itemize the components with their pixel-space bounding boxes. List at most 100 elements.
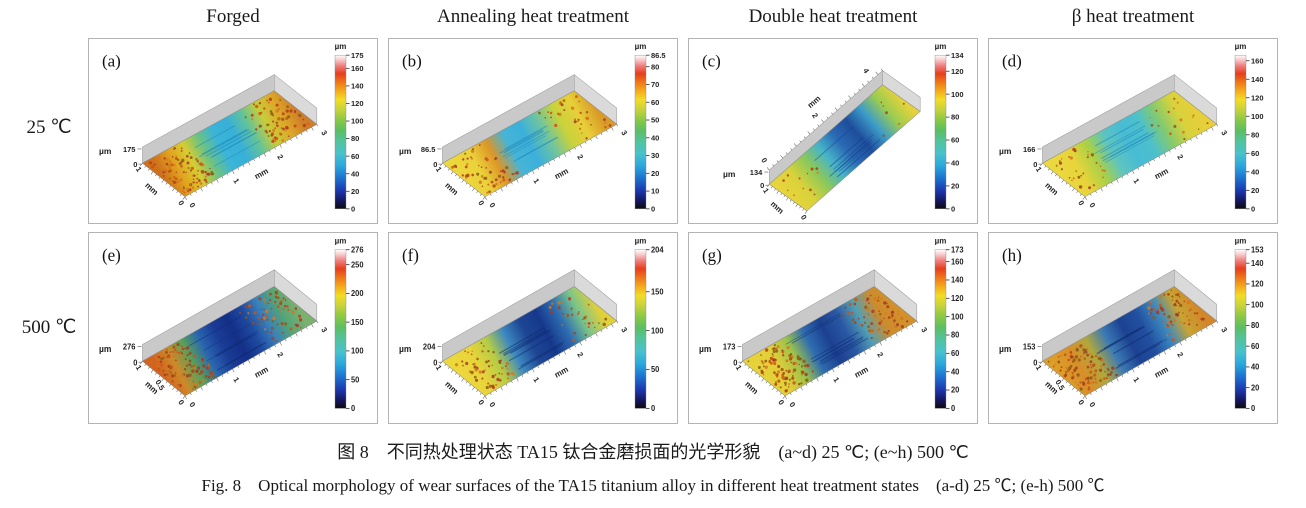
- colorbar-unit: µm: [935, 236, 947, 245]
- x-tick-label: 3: [919, 326, 929, 335]
- colorbar-tick-label: 140: [1251, 259, 1264, 268]
- column-header-beta: β heat treatment: [1071, 6, 1195, 27]
- colorbar-tick-label: 10: [651, 187, 659, 196]
- colorbar-tick-label: 0: [651, 404, 655, 413]
- y-axis-unit: mm: [443, 181, 460, 197]
- z-max-label: 204: [423, 343, 436, 352]
- z-min-label: 0: [433, 160, 437, 169]
- colorbar-tick-label: 20: [1251, 383, 1259, 392]
- colorbar-tick-label: 100: [651, 326, 664, 335]
- x-tick-label: 1: [531, 375, 541, 384]
- panel-g: 0 1 2 3 mm 0 1 mm µm 173 0 µm 173 160 140 120 100 80 60 40 2…: [688, 232, 978, 424]
- x-axis-unit: mm: [253, 365, 270, 380]
- colorbar-tick-label: 200: [351, 289, 364, 298]
- colorbar-tick-label: 0: [1251, 204, 1255, 213]
- colorbar: µm 134 120 100 80 60 40 20 0: [935, 42, 965, 213]
- z-min-label: 0: [1033, 358, 1037, 367]
- y-axis-unit: mm: [1043, 181, 1060, 197]
- x-tick-label: 0: [487, 201, 497, 209]
- y-tick-label: 1: [1034, 165, 1044, 173]
- wear-surface: [768, 84, 921, 212]
- x-tick-label: 3: [619, 129, 629, 137]
- colorbar-tick-label: 80: [951, 113, 959, 122]
- colorbar-tick-label: 60: [951, 349, 959, 358]
- colorbar-unit: µm: [935, 42, 947, 51]
- z-min-label: 0: [733, 358, 737, 367]
- panel-a: 0 1 2 3 mm 0 1 mm µm 175 0 µm 175 160 140 120 100 80 60 40 2…: [88, 38, 378, 224]
- y-tick-label: 1: [434, 363, 444, 372]
- surface-3d: [141, 90, 318, 198]
- colorbar-tick-label: 60: [351, 152, 359, 161]
- y-tick-label: 0: [1076, 398, 1086, 407]
- caption-english: Fig. 8 Optical morphology of wear surfac…: [201, 476, 1105, 495]
- colorbar-tick-label: 0: [351, 204, 355, 213]
- colorbar-unit: µm: [335, 42, 347, 51]
- colorbar-tick-label: 100: [351, 346, 364, 355]
- colorbar-tick-label: 50: [651, 365, 659, 374]
- x-tick-label: 3: [619, 326, 629, 335]
- colorbar-tick-label: 140: [351, 82, 364, 91]
- colorbar: µm 204 150 100 50 0: [635, 236, 665, 413]
- z-max-label: 276: [123, 343, 136, 352]
- colorbar-tick-label: 160: [1251, 56, 1264, 65]
- panel-e: 0 1 2 3 mm 0 0.5 1 mm µm 276 0 µm 276 250 200 150 100 50 0(…: [88, 232, 378, 424]
- y-tick-label: 1: [134, 363, 144, 372]
- colorbar-tick-label: 173: [951, 245, 964, 254]
- z-axis-unit: µm: [999, 146, 1012, 156]
- y-tick-label: 0: [176, 199, 186, 207]
- colorbar: µm 153 140 120 100 80 60 40 20 0: [1235, 236, 1264, 413]
- panel-label: (e): [102, 246, 121, 265]
- x-tick-label: 2: [575, 153, 585, 161]
- z-max-label: 86.5: [421, 145, 436, 154]
- x-axis-unit: mm: [553, 365, 570, 380]
- colorbar-tick-label: 120: [951, 294, 964, 303]
- colorbar-tick-label: 60: [1251, 342, 1259, 351]
- colorbar-tick-label: 40: [1251, 167, 1259, 176]
- colorbar-tick-label: 20: [951, 182, 959, 191]
- x-axis-unit: mm: [853, 365, 870, 380]
- z-axis-unit: µm: [699, 344, 712, 354]
- surface-3d: [441, 90, 618, 198]
- y-axis-unit: mm: [769, 199, 786, 215]
- x-axis-unit: mm: [1153, 365, 1170, 380]
- panel-b: 0 1 2 3 mm 0 1 mm µm 86.5 0 µm 86.5 80 70 60 50 40 30 20 10 0…: [388, 38, 678, 224]
- y-tick-label: 0: [476, 398, 486, 407]
- x-tick-label: 3: [319, 326, 329, 335]
- colorbar-tick-label: 0: [951, 204, 955, 213]
- x-axis-unit: mm: [1153, 166, 1170, 181]
- colorbar-unit: µm: [635, 42, 647, 51]
- colorbar-tick-label: 80: [651, 62, 659, 71]
- surface-3d: [768, 84, 921, 212]
- y-tick-label: 0: [799, 213, 809, 221]
- colorbar-tick-label: 120: [351, 99, 364, 108]
- colorbar-tick-label: 40: [651, 133, 659, 142]
- colorbar-tick-label: 140: [951, 276, 964, 285]
- y-tick-label: 1: [434, 165, 444, 173]
- panel-label: (f): [402, 246, 419, 265]
- z-axis-unit: µm: [399, 344, 412, 354]
- y-tick-label: 0: [1076, 199, 1086, 207]
- colorbar-tick-label: 150: [651, 287, 664, 296]
- colorbar-tick-label: 120: [951, 67, 964, 76]
- row-label-25c: 25 ℃: [26, 117, 72, 138]
- caption-chinese: 图 8 不同热处理状态 TA15 钛合金磨损面的光学形貌 (a~d) 25 ℃;…: [337, 442, 969, 462]
- x-tick-label: 0: [187, 201, 197, 209]
- z-max-label: 175: [123, 145, 136, 154]
- colorbar-tick-label: 80: [351, 134, 359, 143]
- y-tick-label: 1: [734, 363, 744, 372]
- colorbar-tick-label: 100: [1251, 112, 1264, 121]
- colorbar-tick-label: 80: [1251, 321, 1259, 330]
- colorbar-tick-label: 100: [951, 312, 964, 321]
- panel-d: 0 1 2 3 mm 0 1 mm µm 166 0 µm 160 140 120 100 80 60 40 20 0(…: [988, 38, 1278, 224]
- y-tick-label: 1: [134, 165, 144, 173]
- x-tick-label: 3: [1219, 129, 1229, 137]
- panel-c: 0 2 4 mm 0 1 mm µm 134 0 µm 134 120 100 80 60 40 20 0 (c): [688, 38, 978, 224]
- colorbar-tick-label: 40: [351, 169, 359, 178]
- colorbar-tick-label: 150: [351, 318, 364, 327]
- colorbar-tick-label: 100: [351, 117, 364, 126]
- row-label-500c: 500 ℃: [21, 317, 77, 338]
- z-max-label: 134: [750, 168, 763, 177]
